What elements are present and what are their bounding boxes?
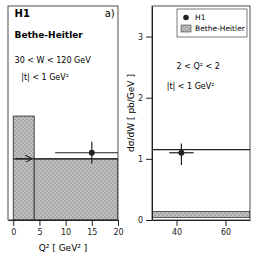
x-tick: 5 xyxy=(37,220,42,237)
y-axis-title: dσ/dW [ pb/GeV ] xyxy=(126,74,136,152)
plot-frame xyxy=(152,6,250,220)
x-tick: 15 xyxy=(87,220,97,237)
x-tick: 10 xyxy=(61,220,71,237)
title: H1 xyxy=(15,8,30,19)
y-tick: 1 xyxy=(138,155,152,164)
panel-label: a) xyxy=(105,8,115,19)
y-axis: 0 1 2 3 xyxy=(138,7,153,226)
y-axis-line xyxy=(152,7,153,221)
x-tick-label: 5 xyxy=(37,228,42,237)
x-tick-mark xyxy=(92,220,93,226)
y-tick-label: 1 xyxy=(138,155,143,164)
panel: 0 5 10 15 20 Q² [ GeV² ] H1 Bethe-Heitler a) 30 <… xyxy=(8,6,124,253)
x-tick-mark xyxy=(177,220,178,226)
x-tick-label: 40 xyxy=(172,228,182,237)
x-axis-title: Q² [ GeV² ] xyxy=(39,243,88,253)
x-tick-mark xyxy=(39,220,40,226)
x-tick: 60 xyxy=(221,220,231,237)
plot-marks xyxy=(152,144,250,218)
annotation: |t| < 1 GeV² xyxy=(21,73,69,82)
x-axis-line xyxy=(153,220,251,221)
figure: 05101520Q² [ GeV² ]H1Bethe-Heitlera)30 <… xyxy=(0,0,257,257)
x-tick-label: 0 xyxy=(11,228,16,237)
x-tick: 20 xyxy=(113,220,123,237)
reference-line xyxy=(152,149,250,150)
annotation: 30 < W < 120 GeV xyxy=(15,56,92,65)
x-tick-mark xyxy=(226,220,227,226)
subtitle: Bethe-Heitler xyxy=(15,30,84,40)
x-tick-label: 20 xyxy=(113,228,123,237)
data-point xyxy=(89,150,95,156)
x-tick-mark xyxy=(13,220,14,226)
legend-swatch xyxy=(181,25,191,32)
x-tick-mark xyxy=(66,220,67,226)
annotation: 2 < Q² < 2 xyxy=(177,62,220,71)
y-tick-label: 2 xyxy=(138,94,143,103)
y-tick-mark xyxy=(146,159,152,160)
plot-marks xyxy=(13,116,118,220)
x-tick: 40 xyxy=(172,220,182,237)
y-tick-label: 0 xyxy=(138,216,143,225)
y-tick-label: 3 xyxy=(138,33,143,42)
plot-frame xyxy=(8,6,118,220)
x-tick-label: 60 xyxy=(221,228,231,237)
data-point xyxy=(178,150,184,156)
annotation: |t| < 1 GeV² xyxy=(167,82,215,91)
y-tick-mark xyxy=(146,98,152,99)
x-error-bar xyxy=(55,152,118,153)
y-tick: 0 xyxy=(138,216,152,225)
arrow xyxy=(16,158,32,159)
histogram-bar xyxy=(13,116,34,220)
legend-swatch xyxy=(183,15,189,21)
y-tick-mark xyxy=(146,220,152,221)
band xyxy=(152,211,250,217)
x-tick-label: 10 xyxy=(61,228,71,237)
legend-label: H1 xyxy=(195,13,206,22)
legend: H1 Bethe-Heitler xyxy=(177,9,247,37)
x-tick-label: 15 xyxy=(87,228,97,237)
histogram-bar xyxy=(34,159,118,220)
x-axis-line xyxy=(9,220,119,221)
x-axis: 40 60 xyxy=(153,220,251,237)
x-tick-mark xyxy=(118,220,119,226)
y-tick: 2 xyxy=(138,94,152,103)
reference-line xyxy=(13,158,118,159)
x-tick: 0 xyxy=(11,220,16,237)
legend-label: Bethe-Heitler xyxy=(195,24,246,33)
x-axis: 0 5 10 15 20 xyxy=(9,220,124,237)
legend-box xyxy=(177,9,247,37)
panel: H1 Bethe-Heitler 40 60 0 1 2 3 dσ/dW [ pb/GeV ] 2… xyxy=(126,6,251,237)
y-tick: 3 xyxy=(138,33,152,42)
y-tick-mark xyxy=(146,37,152,38)
